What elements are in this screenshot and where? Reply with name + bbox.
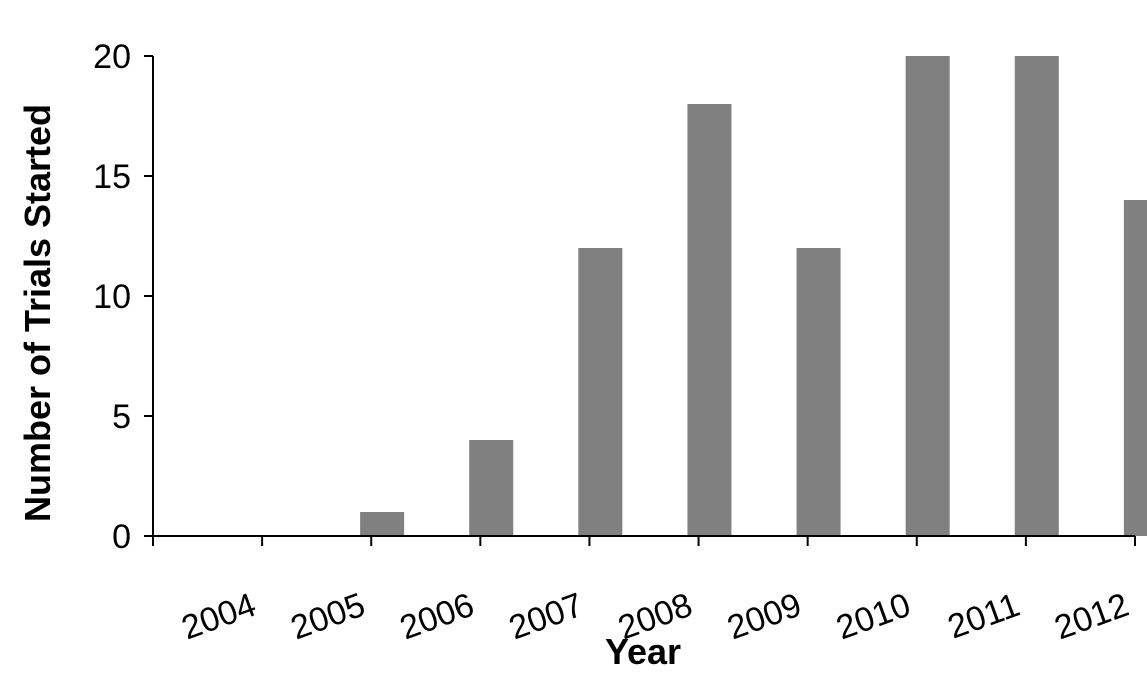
axes: [152, 56, 1135, 537]
bar-2011: [1014, 56, 1059, 536]
y-ticks: 0 5 10 15 20: [93, 38, 153, 556]
y-tick-label: 20: [93, 38, 131, 76]
bars: [360, 56, 1147, 536]
y-tick-label: 10: [93, 278, 131, 316]
x-tick-label: 2010: [831, 586, 915, 648]
bar-2008: [687, 104, 732, 536]
x-axis-title: Year: [605, 631, 681, 672]
x-tick-label: 2005: [286, 586, 370, 648]
bar-2010: [905, 56, 950, 536]
bar-2005: [360, 512, 405, 536]
x-tick-label: 2009: [722, 586, 806, 648]
x-tick-label: 2012: [1050, 586, 1134, 648]
bar-2012: [1123, 200, 1147, 536]
y-axis-title: Number of Trials Started: [17, 104, 58, 522]
bar-2007: [578, 248, 623, 536]
y-tick-label: 15: [93, 158, 131, 196]
x-tick-label: 2011: [943, 586, 1025, 647]
x-tick-label: 2007: [504, 586, 588, 648]
x-tick-label: 2004: [177, 586, 261, 648]
bar-2006: [469, 440, 514, 536]
y-tick-label: 0: [112, 518, 131, 556]
y-tick-label: 5: [112, 398, 131, 436]
bar-2009: [796, 248, 841, 536]
x-tick-label: 2006: [395, 586, 479, 648]
